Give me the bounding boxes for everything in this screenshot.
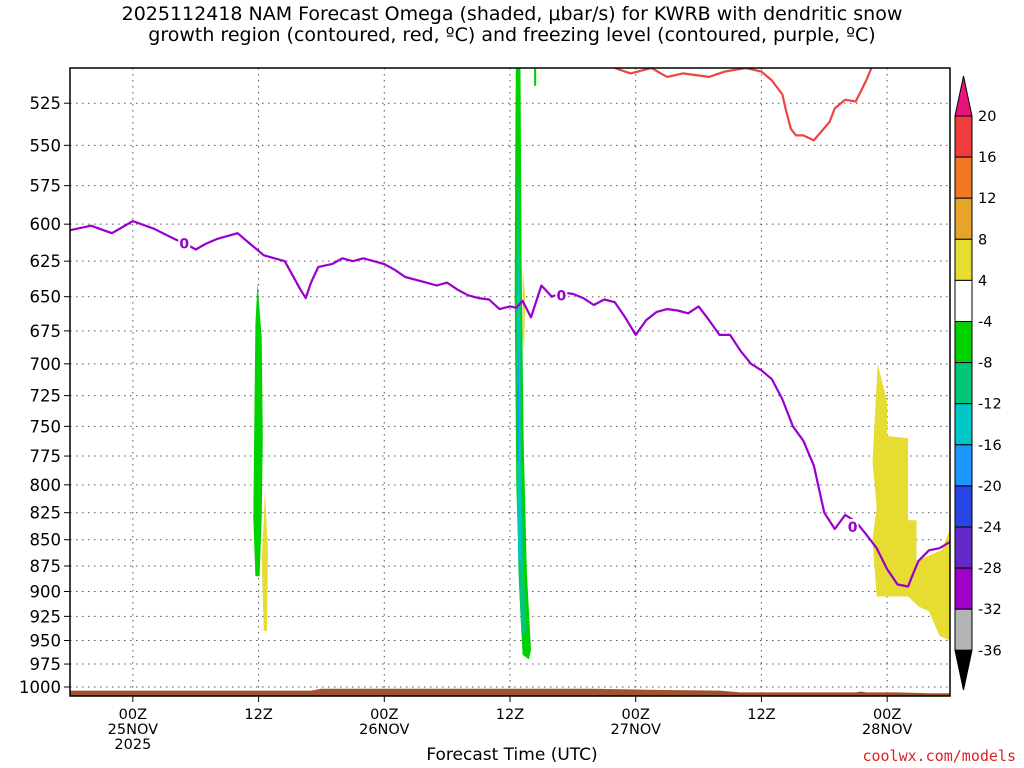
- y-tick-label-550: 550: [30, 136, 62, 155]
- colorbar-bin-11: [954, 567, 973, 610]
- terrain-area: [70, 688, 950, 696]
- colorbar-bin-9: [954, 485, 973, 528]
- colorbar-label-10: -24: [978, 520, 1002, 536]
- omega-shading: [253, 68, 950, 660]
- x-tick-label-42-0: 12Z: [496, 707, 524, 723]
- colorbar-label-9: -20: [978, 479, 1002, 495]
- omega-region-1: [261, 490, 268, 631]
- contour-line-1: [70, 220, 950, 588]
- colorbar-label-5: -4: [978, 315, 992, 331]
- x-tick-label-30-0: 00Z: [370, 707, 398, 723]
- y-tick-label-850: 850: [30, 531, 62, 550]
- omega-region-7: [534, 68, 537, 86]
- colorbar-bin-7: [954, 403, 973, 446]
- y-tick-label-825: 825: [30, 504, 62, 523]
- colorbar-bin-2: [954, 197, 973, 240]
- y-tick-label-700: 700: [30, 355, 62, 374]
- omega-colorbar: 20 16 12 8 4 -4 -8 -12 -16 -20 -24 -28 -32 -36: [954, 75, 1002, 691]
- x-tick-label-6-1: 25NOV: [108, 722, 158, 738]
- colorbar-under-arrow: [954, 649, 973, 691]
- x-tick-label-6-0: 00Z: [119, 707, 147, 723]
- y-tick-label-675: 675: [30, 322, 62, 341]
- y-tick-label-575: 575: [30, 177, 62, 196]
- omega-region-8: [872, 363, 950, 641]
- omega-region-4: [516, 224, 522, 561]
- y-tick-label-800: 800: [30, 476, 62, 495]
- y-tick-label-600: 600: [30, 215, 62, 234]
- colorbar-bin-8: [954, 444, 973, 487]
- y-axis: 525 550 575 600 625 650 675 700 725 750 775 800 825 8…: [19, 94, 70, 697]
- omega-region-5: [516, 337, 520, 462]
- x-tick-label-54-1: 27NOV: [611, 722, 661, 738]
- contour-label-1: 0: [556, 288, 566, 304]
- y-tick-label-525: 525: [30, 94, 62, 113]
- colorbar-bin-0: [954, 115, 973, 158]
- colorbar-bin-1: [954, 156, 973, 199]
- y-tick-label-625: 625: [30, 252, 62, 271]
- colorbar-label-3: 8: [978, 232, 987, 248]
- y-tick-label-950: 950: [30, 632, 62, 651]
- y-tick-label-875: 875: [30, 557, 62, 576]
- colorbar-over-arrow: [954, 75, 973, 117]
- x-tick-label-78-1: 28NOV: [862, 722, 912, 738]
- grid-lines: [70, 68, 950, 696]
- colorbar-bin-6: [954, 362, 973, 405]
- contour-lines: 0 0 0: [70, 68, 950, 588]
- colorbar-bin-5: [954, 321, 973, 364]
- x-tick-label-18-0: 12Z: [244, 707, 272, 723]
- colorbar-bin-10: [954, 526, 973, 569]
- contour-label-bg-1: [555, 287, 568, 303]
- x-tick-label-30-1: 26NOV: [359, 722, 409, 738]
- colorbar-label-13: -36: [978, 643, 1002, 659]
- contour-label-bg-0: [178, 235, 191, 251]
- x-tick-label-66-0: 12Z: [747, 707, 775, 723]
- y-tick-label-650: 650: [30, 288, 62, 307]
- colorbar-bin-12: [954, 608, 973, 651]
- contour-line-0: [614, 68, 873, 142]
- colorbar-label-0: 20: [978, 109, 996, 125]
- contour-label-bg-2: [846, 518, 859, 534]
- y-tick-label-1000: 1000: [19, 678, 61, 697]
- colorbar-label-8: -16: [978, 438, 1002, 454]
- x-tick-label-78-0: 00Z: [873, 707, 901, 723]
- site-credit: coolwx.com/models: [862, 747, 1016, 765]
- y-tick-label-775: 775: [30, 447, 62, 466]
- colorbar-label-6: -8: [978, 356, 992, 372]
- contour-label-2: 0: [848, 520, 858, 536]
- colorbar-label-2: 12: [978, 191, 996, 207]
- contour-label-0: 0: [179, 237, 189, 253]
- colorbar-label-12: -32: [978, 602, 1002, 618]
- x-axis-label: Forecast Time (UTC): [426, 745, 598, 765]
- colorbar-label-7: -12: [978, 397, 1002, 413]
- y-tick-label-750: 750: [30, 417, 62, 436]
- omega-region-0: [253, 282, 263, 577]
- y-tick-label-725: 725: [30, 387, 62, 406]
- colorbar-label-4: 4: [978, 273, 987, 289]
- y-tick-label-900: 900: [30, 583, 62, 602]
- colorbar-bin-3: [954, 238, 973, 281]
- x-tick-label-54-0: 00Z: [622, 707, 650, 723]
- colorbar-bin-4: [954, 279, 973, 322]
- y-tick-label-975: 975: [30, 655, 62, 674]
- y-tick-label-925: 925: [30, 607, 62, 626]
- colorbar-label-1: 16: [978, 150, 996, 166]
- omega-region-6: [522, 268, 526, 351]
- colorbar-label-11: -28: [978, 561, 1002, 577]
- chart-title: 2025112418 NAM Forecast Omega (shaded, μ…: [121, 3, 903, 46]
- plot-background: [70, 68, 950, 696]
- terrain-fill: [70, 688, 950, 696]
- x-tick-label-6-2: 2025: [114, 737, 151, 753]
